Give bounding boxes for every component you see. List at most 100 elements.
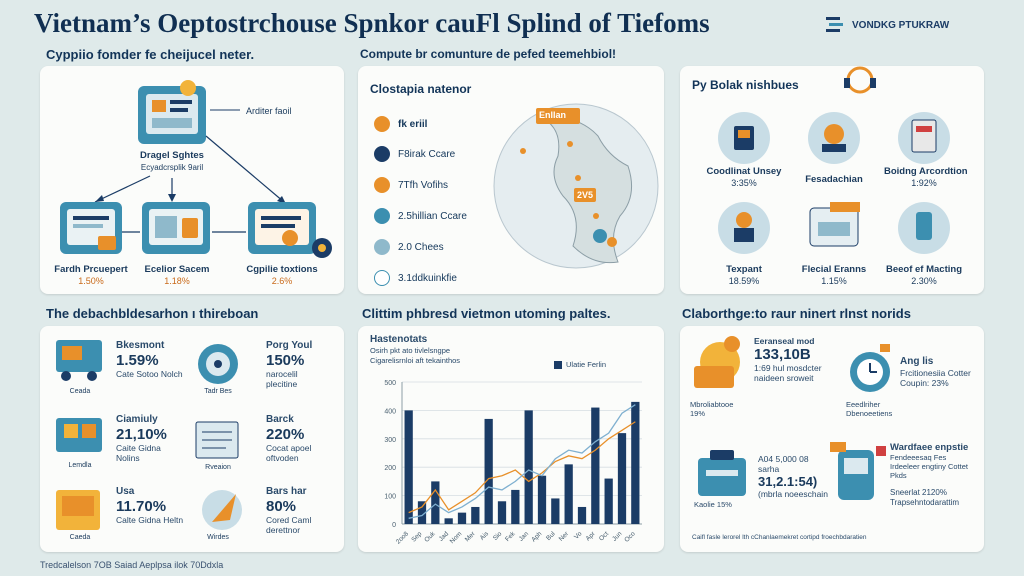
section3-title: Py Bolak nishbues — [692, 78, 799, 92]
support-icon-6 — [898, 202, 950, 254]
bar — [431, 481, 440, 524]
x-tick-label: Apr — [585, 530, 598, 543]
icon-label-2: Tadr Bes — [204, 388, 232, 395]
clock-icon — [850, 344, 890, 392]
legend-dot-icon — [374, 239, 390, 255]
chart-legend: Ulatie Ferlin — [554, 360, 606, 369]
x-tick-label: Sep — [410, 530, 423, 543]
bar — [444, 518, 453, 524]
legend-dot-icon — [374, 146, 390, 162]
ledger-icon — [195, 421, 239, 459]
flow-diagram — [60, 80, 332, 258]
section6-title: Claborthge:to raur ninert rlnst norids — [682, 306, 911, 321]
legend-dot-icon — [374, 270, 390, 286]
map-tag-2: 2V5 — [577, 190, 594, 200]
center-node-sub: Ecyadcrsplik 9aril — [140, 162, 204, 172]
section3-item-1: Coodlinat Unsey 3:35% — [706, 166, 782, 188]
headset-icon — [844, 66, 876, 94]
legend-item-2: F8irak Ccare — [374, 146, 455, 162]
section1-title: Cyppiio fomder fe cheijucel neter. — [46, 47, 255, 62]
x-tick-label: Aph — [530, 530, 543, 543]
badge-6-1: Mbroliabtooe 19% — [690, 400, 734, 418]
x-tick-label: Ner — [558, 530, 571, 543]
x-tick-label: Ouk — [423, 530, 437, 544]
stat-6-1: Eeranseal mod 133,10B 1:69 hul mosdcter … — [754, 336, 822, 384]
stat-6-4: Wardfaee enpstie Fendeeesaq Fes Irdeelee… — [890, 442, 969, 481]
section3-icons — [718, 66, 950, 254]
bar — [551, 498, 560, 524]
x-tick-label: Ais — [479, 530, 491, 542]
x-tick-label: Bul — [545, 530, 557, 542]
page-title: Vietnam’s Oeptostrchouse Spnkor cauFl Sp… — [34, 8, 710, 38]
footer: Tredcalelson 7OB Saiad Aeplpsa ilok 70Dd… — [40, 560, 224, 570]
x-tick-label: Fek — [504, 530, 517, 543]
badge-6-4: Sneerlat 2120% Trapsehntodarattim — [890, 488, 960, 507]
legend-item-6: 3.1ddkuinkfie — [374, 270, 457, 286]
right-node-icon — [248, 202, 332, 258]
arrow-left — [94, 175, 151, 203]
bar — [471, 506, 480, 524]
middle-node-label: Ecelior Sacem 1.18% — [144, 264, 210, 286]
x-tick-label: Mer — [464, 530, 477, 543]
section6-footnote: Caifl fasle lerorel lth cChanlaemekret c… — [692, 534, 867, 541]
stat-6-3: A04 5,000 08 sarha 31,2.1:54) (mbrla noe… — [758, 454, 828, 500]
badge-6-2: Eeedlriher Dbenoeetiens — [846, 400, 893, 418]
stat-block-5: Usa 11.70% Calte Gidna Heltn — [116, 486, 184, 525]
legend-item-4: 2.5hillian Ccare — [374, 208, 467, 224]
section3-item-2: Fesadachian — [805, 174, 863, 185]
bar — [631, 401, 640, 524]
middle-node-icon — [142, 202, 210, 254]
bar — [537, 475, 547, 524]
stat-block-6: Bars har 80% Cored Caml derettnor — [266, 486, 312, 536]
section4-title: The debachbldesarhon ı thireboan — [46, 306, 259, 321]
cart-icon — [56, 418, 102, 452]
legend-item-1: fk eriil — [374, 116, 427, 132]
chart-subtitle-1: Osirh pkt ato tivlelsngpe — [370, 346, 451, 355]
icon-label-3: Lemdla — [68, 462, 92, 469]
section3-item-3: Boidng Arcordtion 1:92% — [884, 166, 968, 188]
toolbox-icon — [698, 450, 746, 496]
worker-icon — [694, 336, 740, 388]
stat-block-3: Ciamiuly 21,10% Caite Gidna Nolins — [116, 414, 167, 464]
bar — [511, 489, 520, 524]
timer-icon — [198, 344, 238, 384]
section3-item-6: Beeof ef Macting 2.30% — [885, 264, 962, 286]
arrow-right — [205, 135, 285, 203]
brand[interactable]: VONDKG PTUKRAW — [824, 14, 949, 36]
bar — [617, 433, 627, 524]
annotation-label: Arditer faoil — [246, 106, 292, 116]
support-icon-1 — [718, 112, 770, 164]
legend-dot-icon — [374, 177, 390, 193]
bar — [404, 410, 413, 524]
center-node-label: Dragel Sghtes Ecyadcrsplik 9aril — [132, 150, 212, 172]
stat-block-2: Porg Youl 150% narocelil plecitine — [266, 340, 313, 390]
y-tick-label: 100 — [384, 494, 396, 501]
center-node-title: Dragel Sghtes — [140, 150, 204, 161]
section2-panel: Clostapia natenor Enllan 2V5 fk eriil F8… — [358, 66, 664, 294]
section4-icons — [56, 340, 242, 530]
stat-block-1: Bkesmont 1.59% Cate Sotoo Nolch — [116, 340, 183, 379]
icon-label-1: Ceada — [69, 388, 91, 395]
section5-panel: Hastenotats Osirh pkt ato tivlelsngpe Ci… — [358, 326, 664, 552]
center-node-icon — [138, 80, 206, 144]
support-icon-4 — [718, 202, 770, 254]
support-icon-5 — [809, 202, 860, 247]
section3-item-4: Texpant 18.59% — [726, 264, 762, 286]
y-tick-label: 400 — [384, 408, 396, 415]
icon-label-4: Rveaion — [205, 464, 231, 471]
stat-6-2: Ang lis Frcitionesiia Cotter Coupin: 23% — [900, 356, 971, 389]
brand-name: VONDKG PTUKRAW — [852, 19, 950, 31]
legend-dot-icon — [374, 208, 390, 224]
x-tick-label: Sio — [492, 530, 504, 542]
machine-icon — [830, 442, 886, 500]
stat-block-4: Barck 220% Cocat apoel oftvoden — [266, 414, 312, 464]
map-graphic — [493, 103, 659, 269]
section3-panel: Py Bolak nishbues Coodlinat Unsey 3:35% F… — [680, 66, 984, 294]
section6-icons — [694, 336, 890, 500]
x-tick-label: Vo — [573, 530, 584, 541]
section4-panel: Ceada Tadr Bes Lemdla Rveaion Caeda Wird… — [40, 326, 344, 552]
middle-node-value: 1.18% — [164, 275, 190, 286]
left-node-icon — [60, 202, 122, 254]
badge-6-3: Kaolie 15% — [694, 500, 732, 509]
rocket-icon — [202, 490, 242, 530]
